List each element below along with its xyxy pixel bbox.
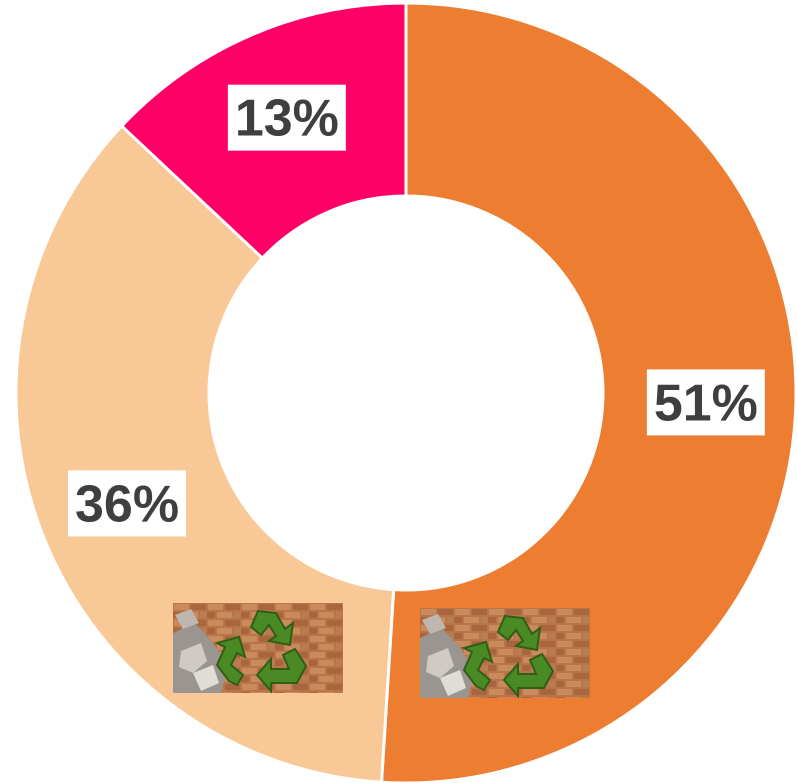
data-label-background xyxy=(68,470,187,537)
data-label-text: 51% xyxy=(654,374,758,432)
data-labels: 51% 36% 13% xyxy=(68,84,765,537)
recycling-bricks-image xyxy=(419,607,591,699)
data-label-background xyxy=(227,84,346,151)
data-label-13: 13% xyxy=(227,84,346,151)
data-label-background xyxy=(646,369,765,436)
data-label-36: 36% xyxy=(68,470,187,537)
slice-51-percent xyxy=(379,1,797,783)
data-label-51: 51% xyxy=(646,369,765,436)
data-label-text: 36% xyxy=(75,475,179,533)
recycling-bricks-image xyxy=(172,602,344,694)
data-label-text: 13% xyxy=(235,90,339,148)
